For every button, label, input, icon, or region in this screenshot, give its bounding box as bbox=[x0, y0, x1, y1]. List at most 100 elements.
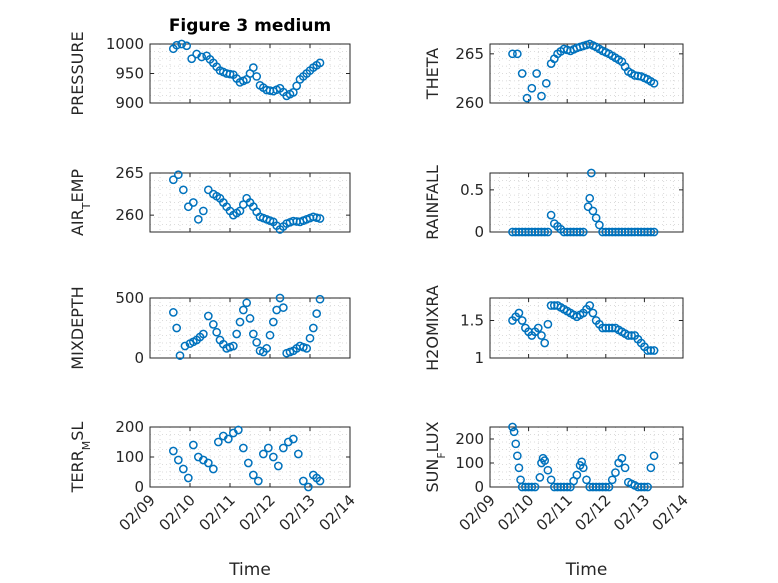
data-point bbox=[591, 482, 601, 492]
data-point bbox=[278, 443, 288, 453]
x-tick-label: 02/14 bbox=[316, 491, 359, 534]
data-point bbox=[275, 293, 285, 303]
data-point bbox=[604, 482, 614, 492]
subplot-6: 1 1.5 H2OMIXRA bbox=[423, 285, 684, 371]
data-point bbox=[532, 69, 541, 78]
data-point bbox=[183, 473, 193, 483]
y-tick-label: 100 bbox=[115, 448, 144, 466]
data-point bbox=[611, 468, 620, 477]
data-point bbox=[549, 482, 559, 492]
data-point bbox=[598, 482, 607, 492]
data-point bbox=[611, 227, 620, 237]
data-point bbox=[633, 227, 643, 237]
data-point bbox=[572, 227, 582, 237]
x-tick-label: 02/11 bbox=[533, 491, 576, 534]
data-point bbox=[173, 170, 183, 180]
data-point bbox=[585, 193, 595, 203]
data-point bbox=[604, 227, 614, 237]
data-point bbox=[533, 227, 543, 237]
data-point bbox=[646, 227, 656, 237]
data-point bbox=[543, 319, 553, 329]
data-point bbox=[208, 320, 218, 329]
data-point bbox=[601, 482, 611, 492]
data-point bbox=[649, 78, 659, 88]
data-point bbox=[537, 227, 546, 237]
data-point bbox=[636, 227, 646, 237]
data-point bbox=[553, 482, 562, 492]
data-point bbox=[268, 317, 278, 327]
x-tick-label: 02/14 bbox=[649, 491, 692, 534]
y-axis-label: PRESSURE bbox=[68, 31, 87, 115]
data-point bbox=[242, 298, 252, 308]
data-point bbox=[172, 40, 182, 50]
y-tick-label: 1 bbox=[474, 349, 484, 367]
data-point bbox=[168, 446, 178, 456]
data-point bbox=[569, 227, 578, 237]
y-tick-label: 0 bbox=[474, 478, 484, 496]
data-point bbox=[543, 465, 553, 475]
x-tick-label: 02/10 bbox=[494, 491, 537, 534]
data-point bbox=[598, 227, 607, 237]
data-point bbox=[620, 227, 630, 237]
data-point bbox=[636, 482, 646, 492]
data-point bbox=[588, 206, 598, 216]
x-tick-label: 02/13 bbox=[610, 491, 653, 534]
data-point bbox=[212, 327, 222, 337]
data-point bbox=[213, 437, 223, 447]
data-point bbox=[522, 93, 532, 103]
x-tick-label: 02/09 bbox=[116, 491, 159, 534]
data-point bbox=[595, 482, 604, 492]
y-axis-label: MIXDEPTH bbox=[68, 286, 87, 369]
y-tick-label: 1.5 bbox=[460, 312, 484, 330]
data-point bbox=[521, 227, 530, 237]
data-point bbox=[288, 88, 298, 97]
x-tick-label: 02/12 bbox=[571, 491, 614, 534]
x-tick-label: 02/13 bbox=[276, 491, 319, 534]
data-point bbox=[527, 83, 537, 93]
data-point bbox=[582, 475, 591, 485]
data-point bbox=[627, 331, 636, 340]
data-point bbox=[546, 475, 556, 485]
data-point bbox=[315, 476, 325, 486]
data-point bbox=[607, 475, 617, 485]
y-axis-label: THETA bbox=[423, 48, 442, 100]
data-point bbox=[556, 482, 566, 492]
data-point bbox=[578, 227, 588, 237]
data-point bbox=[233, 425, 243, 435]
data-point bbox=[265, 330, 275, 340]
data-point bbox=[517, 227, 527, 237]
data-point bbox=[508, 422, 517, 432]
data-point bbox=[298, 476, 308, 486]
data-point bbox=[577, 457, 587, 467]
data-point bbox=[188, 198, 198, 207]
data-point bbox=[646, 346, 656, 355]
data-point bbox=[646, 463, 656, 473]
data-point bbox=[537, 331, 546, 340]
data-point bbox=[640, 482, 649, 492]
subplot-1: 900 950 1000 PRESSURE Figure 3 medium bbox=[68, 16, 351, 116]
data-point bbox=[228, 341, 238, 351]
x-tick-label: 02/09 bbox=[456, 491, 499, 534]
data-point bbox=[197, 52, 207, 62]
data-point bbox=[517, 69, 527, 78]
data-point bbox=[623, 331, 633, 340]
data-point bbox=[193, 215, 203, 224]
data-point bbox=[258, 449, 268, 459]
data-point bbox=[302, 344, 312, 353]
data-point bbox=[252, 72, 262, 81]
data-point bbox=[508, 49, 517, 59]
subplot-3: 260 265 AIRTEMP bbox=[68, 164, 351, 236]
data-point bbox=[508, 227, 517, 237]
data-point bbox=[512, 49, 522, 59]
data-point bbox=[649, 346, 659, 355]
data-point bbox=[521, 482, 530, 492]
data-point bbox=[208, 464, 218, 474]
data-point bbox=[308, 323, 318, 333]
data-point bbox=[262, 344, 272, 353]
y-axis-label: RAINFALL bbox=[423, 165, 442, 240]
data-point bbox=[640, 227, 649, 237]
x-axis-label: Time bbox=[228, 560, 271, 580]
